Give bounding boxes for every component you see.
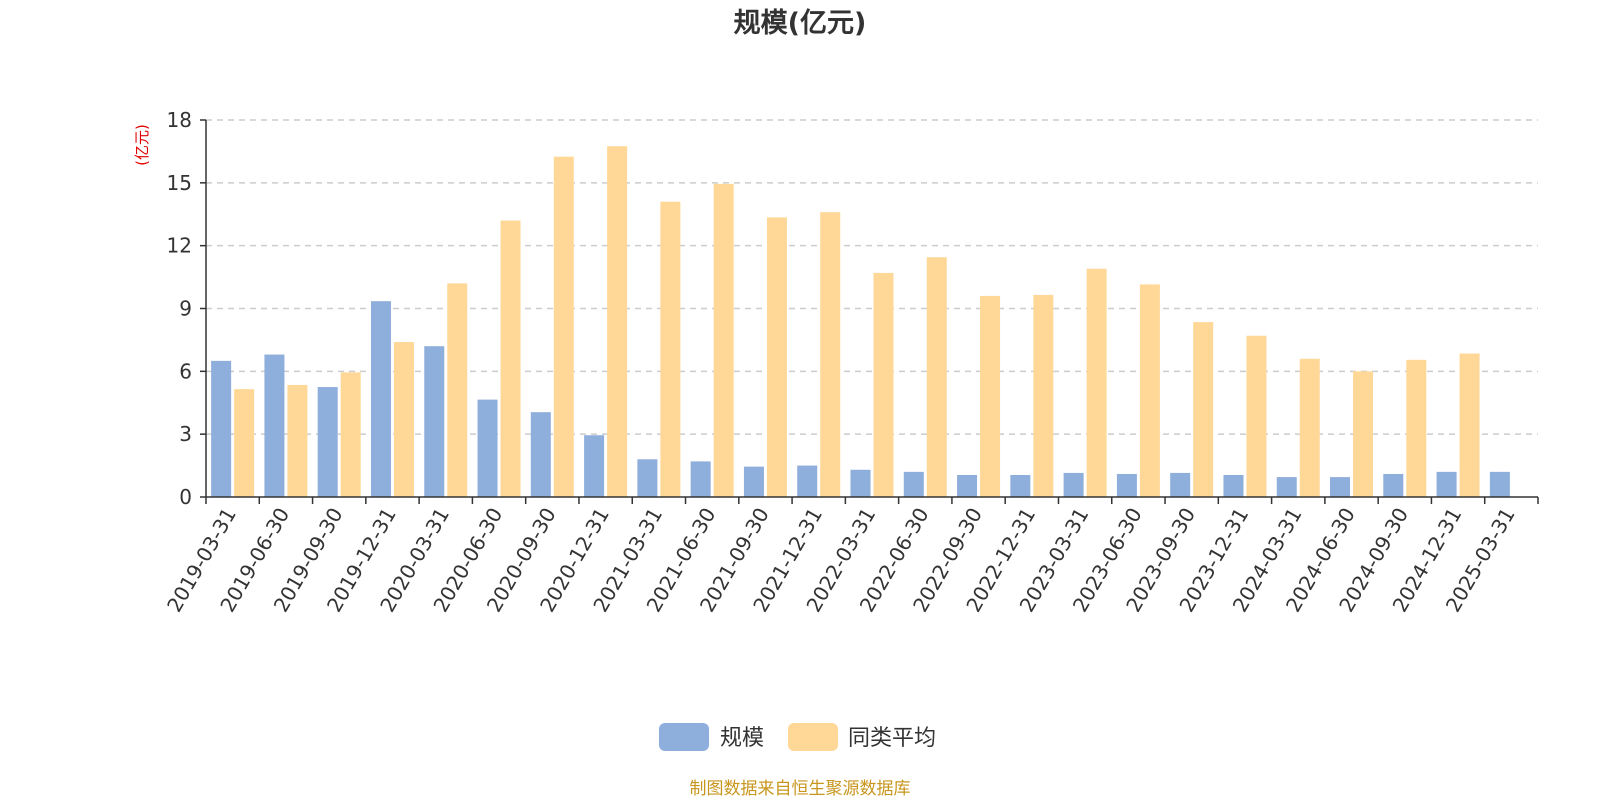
bar-scale	[317, 387, 338, 497]
data-source-note: 制图数据来自恒生聚源数据库	[690, 779, 911, 799]
bar-scale	[1116, 473, 1137, 497]
bar-peer-average	[1353, 371, 1374, 497]
bar-scale	[690, 461, 711, 497]
bar-scale	[903, 471, 924, 497]
bar-scale	[530, 412, 551, 497]
bar-scale	[584, 435, 605, 497]
bar-scale	[1223, 475, 1244, 497]
bar-peer-average	[1459, 353, 1480, 497]
bar-peer-average	[553, 156, 574, 497]
y-tick-label: 9	[179, 297, 192, 321]
bar-scale	[477, 399, 498, 497]
bar-scale	[424, 346, 445, 497]
chart-title: 规模(亿元)	[734, 8, 867, 39]
bar-peer-average	[287, 384, 308, 497]
bar-scale	[637, 459, 658, 497]
x-tick-labels: 2019-03-312019-06-302019-09-302019-12-31…	[162, 504, 1520, 617]
legend-label-scale: 规模	[720, 726, 764, 751]
bar-scale	[1063, 472, 1084, 497]
bar-scale	[743, 466, 764, 497]
bar-peer-average	[500, 220, 521, 498]
bar-scale	[1276, 477, 1297, 497]
bar-scale	[1170, 472, 1191, 497]
bar-scale	[211, 360, 232, 497]
bar-peer-average	[660, 201, 681, 497]
bars	[211, 146, 1510, 498]
bar-scale	[957, 475, 978, 497]
bar-peer-average	[766, 217, 787, 497]
bar-scale	[1383, 473, 1404, 497]
bar-peer-average	[1033, 294, 1054, 497]
y-tick-label: 0	[179, 485, 192, 509]
bar-scale	[797, 465, 818, 497]
bar-peer-average	[607, 146, 628, 498]
bar-scale	[1489, 471, 1510, 497]
bar-scale	[264, 354, 285, 497]
bar-scale	[1010, 475, 1031, 497]
bar-peer-average	[1193, 322, 1214, 497]
legend: 规模 同类平均	[659, 723, 936, 751]
y-tick-labels: 0 3 6 9 12 15 18	[167, 108, 192, 509]
legend-label-peer-average: 同类平均	[848, 726, 936, 751]
bar-peer-average	[393, 342, 414, 497]
legend-swatch-scale	[659, 723, 709, 751]
bar-peer-average	[873, 272, 894, 497]
bar-peer-average	[980, 295, 1001, 497]
y-tick-label: 3	[179, 422, 192, 446]
bar-peer-average	[1246, 335, 1267, 497]
bar-peer-average	[1139, 284, 1160, 497]
y-tick-label: 12	[167, 234, 192, 258]
legend-swatch-peer-average	[788, 723, 838, 751]
y-axis-unit-label: (亿元)	[133, 124, 151, 166]
y-tick-label: 15	[167, 171, 192, 195]
bar-scale	[850, 469, 871, 497]
bar-peer-average	[1086, 268, 1107, 497]
axes	[200, 119, 1539, 504]
bar-peer-average	[1406, 359, 1427, 497]
bar-peer-average	[1299, 358, 1320, 497]
bar-peer-average	[447, 283, 468, 497]
y-tick-label: 6	[179, 359, 192, 383]
bar-scale	[1436, 471, 1457, 497]
bar-peer-average	[926, 257, 947, 497]
y-tick-label: 18	[167, 108, 192, 132]
bar-scale	[370, 301, 391, 497]
bar-peer-average	[234, 389, 255, 497]
bar-peer-average	[340, 372, 361, 497]
bar-peer-average	[713, 183, 734, 497]
bar-peer-average	[820, 212, 841, 497]
bar-scale	[1330, 477, 1351, 497]
